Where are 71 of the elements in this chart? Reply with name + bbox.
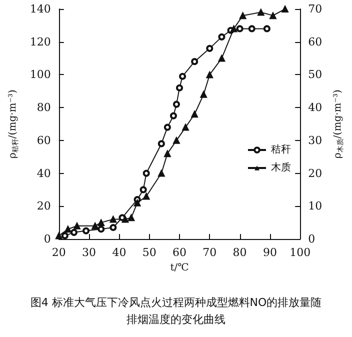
x-tick-label: 70 (202, 246, 217, 259)
point (236, 25, 244, 32)
y-tick-label: 60 (36, 134, 51, 147)
point (170, 112, 177, 120)
point (230, 25, 238, 32)
y2-tick-label: 0 (308, 232, 316, 246)
x-tick-label: 50 (142, 246, 156, 259)
point (172, 136, 180, 144)
legend-label: 秸秆 (271, 144, 291, 156)
point (179, 72, 186, 80)
point (158, 170, 165, 177)
y2-tick-label: 50 (308, 68, 322, 82)
point (176, 84, 183, 92)
point (172, 100, 180, 108)
point (92, 222, 99, 230)
y-tick-label: 0 (44, 232, 51, 246)
point (239, 12, 246, 20)
point (200, 90, 208, 98)
point (110, 224, 117, 231)
x-tick-label: 100 (290, 246, 311, 259)
y2-tick-label: 60 (308, 35, 322, 48)
x-axis-title: t/℃ (170, 262, 189, 274)
point (128, 214, 135, 222)
point (164, 150, 171, 158)
point (142, 192, 150, 200)
point (98, 226, 105, 233)
point (122, 216, 129, 223)
point (64, 226, 72, 233)
point (73, 222, 80, 230)
y-tick-label: 20 (36, 200, 51, 213)
point (158, 140, 165, 148)
point (191, 110, 198, 118)
point (206, 71, 214, 78)
point (82, 227, 90, 234)
y2-tick-label: 70 (308, 2, 322, 16)
y2-tick-label: 40 (308, 101, 322, 114)
y-tick-label: 40 (36, 166, 51, 180)
x-tick-label: 30 (82, 246, 96, 259)
y2-tick-label: 30 (308, 134, 322, 147)
y-tick-label: 140 (30, 2, 51, 16)
point (257, 8, 264, 16)
point (218, 54, 226, 62)
point (282, 6, 289, 12)
y-tick-label: 80 (36, 101, 51, 114)
y-tick-label: 100 (30, 68, 51, 82)
text: 图4 标准大气压下冷风点火过程两种成型燃料NO的排放量随排烟温度的变化曲线 (30, 296, 322, 326)
point (191, 58, 198, 66)
x-tick-label: 60 (172, 246, 186, 259)
point (61, 232, 68, 240)
point (269, 12, 276, 20)
y-tick-label: 120 (30, 35, 51, 48)
point (164, 124, 171, 131)
point (182, 124, 190, 131)
point (248, 25, 256, 32)
x-tick-label: 90 (262, 246, 277, 259)
y2-tick-label: 10 (308, 200, 322, 213)
point (142, 170, 150, 177)
point (98, 219, 105, 226)
point (263, 25, 270, 32)
point (134, 199, 141, 206)
point (70, 228, 78, 236)
point (140, 186, 147, 194)
point (206, 44, 214, 52)
x-tick-label: 40 (112, 246, 126, 259)
point (218, 33, 226, 40)
point (110, 216, 117, 223)
point (55, 232, 62, 240)
y2-tick-label: 20 (308, 166, 322, 180)
x-tick-label: 20 (52, 246, 66, 259)
legend-label: 木质 (271, 162, 291, 174)
x-tick-label: 80 (232, 246, 247, 259)
